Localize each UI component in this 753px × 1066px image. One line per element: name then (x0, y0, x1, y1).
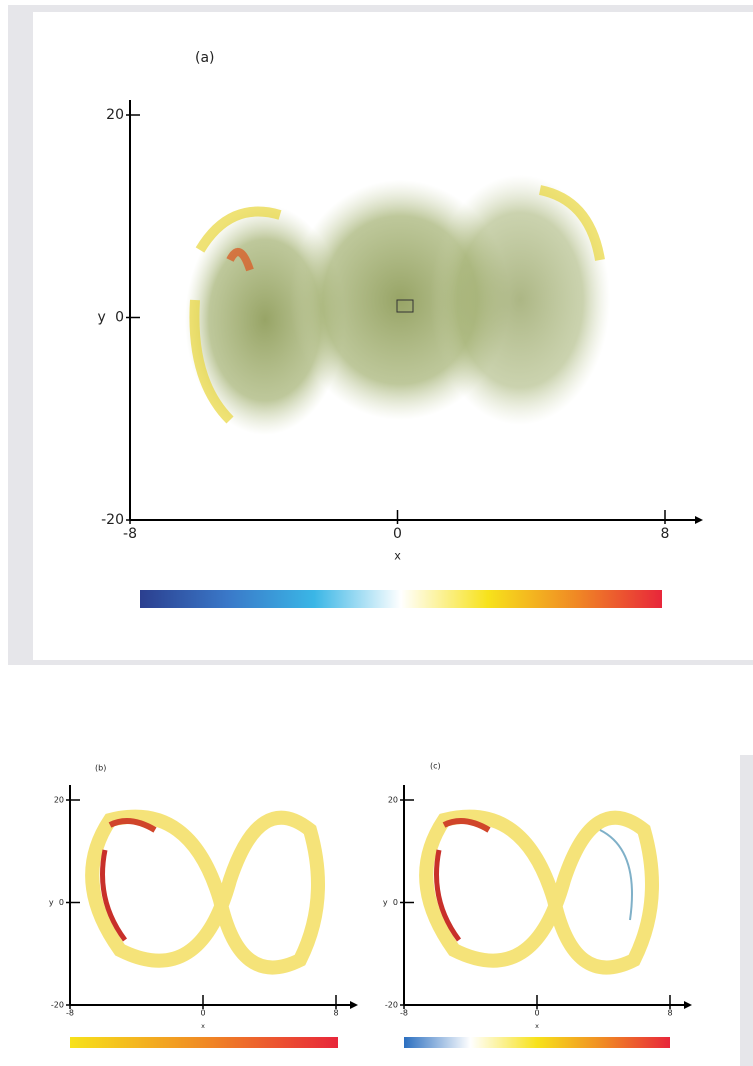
x-tick-label: -8 (400, 1009, 408, 1018)
y-tick-label: 0 (115, 310, 124, 326)
y-axis-label: y (49, 898, 54, 907)
attractor-b (85, 809, 325, 975)
x-tick-label: 8 (333, 1009, 338, 1018)
y-tick-label: 0 (393, 898, 398, 907)
y-tick-label: 0 (59, 898, 64, 907)
x-tick-label: 8 (661, 526, 670, 542)
panel: (a) -8 0 8 -20 0 20 y x (98, 50, 703, 608)
colorbar (70, 1037, 338, 1048)
x-tick-label: 0 (534, 1009, 539, 1018)
x-tick-label: 0 (200, 1009, 205, 1018)
x-tick-label: -8 (123, 526, 137, 542)
y-axis-label: y (98, 310, 106, 326)
y-tick-label: 20 (106, 107, 124, 123)
y-tick-label: 20 (388, 796, 398, 805)
panel: (c) -8 0 8 -20 0 20 y x (383, 762, 692, 1048)
x-axis-label: x (201, 1022, 205, 1030)
axis-arrow (695, 516, 703, 524)
axis-arrow (350, 1001, 358, 1009)
panel-label: (a) (195, 50, 215, 66)
x-axis-label: x (535, 1022, 539, 1030)
attractor-a (185, 175, 610, 435)
panel-label: (c) (430, 762, 441, 771)
x-tick-label: -8 (66, 1009, 74, 1018)
attractor-c (419, 809, 659, 975)
axis-arrow (684, 1001, 692, 1009)
panel-label: (b) (95, 764, 106, 773)
panel: (b) -8 0 8 -20 0 20 y x (49, 764, 358, 1048)
y-tick-label: 20 (54, 796, 64, 805)
y-tick-label: -20 (101, 512, 124, 528)
y-tick-label: -20 (385, 1001, 398, 1010)
colorbar (140, 590, 662, 608)
y-axis-label: y (383, 898, 388, 907)
y-tick-label: -20 (51, 1001, 64, 1010)
x-tick-label: 8 (667, 1009, 672, 1018)
x-tick-label: 0 (393, 526, 402, 542)
side-strip (740, 755, 753, 1066)
x-axis-label: x (394, 549, 401, 562)
colorbar (404, 1037, 670, 1048)
